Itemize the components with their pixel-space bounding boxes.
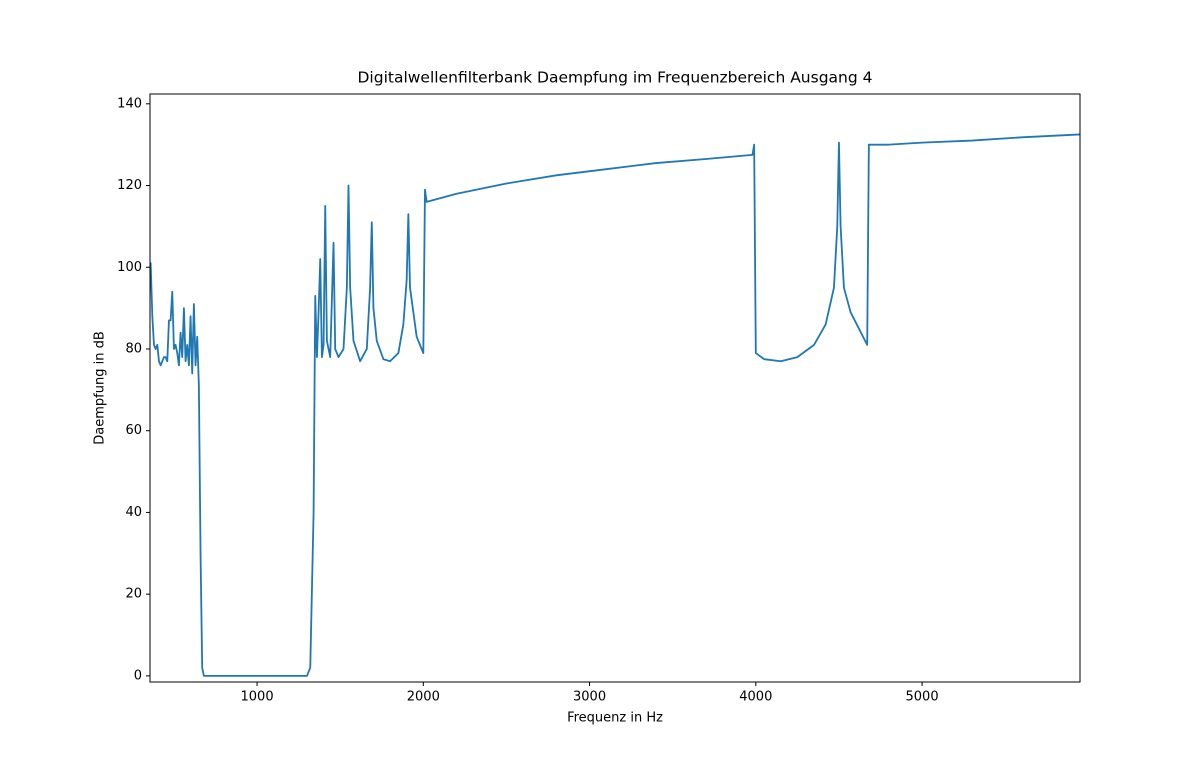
y-tick-label: 20: [125, 587, 142, 602]
x-tick-label: 2000: [407, 690, 440, 705]
line: [150, 133, 1080, 677]
x-tick-label: 4000: [739, 690, 772, 705]
y-tick-label: 140: [117, 96, 142, 111]
y-tick-label: 80: [125, 341, 142, 356]
axes-frame: [149, 93, 1081, 683]
x-axis-label: Frequenz in Hz: [567, 711, 663, 726]
y-tick-label: 120: [117, 178, 142, 193]
y-tick-label: 40: [125, 505, 142, 520]
y-tick-label: 100: [117, 260, 142, 275]
y-tick-label: 60: [125, 423, 142, 438]
chart-title: Digitalwellenfilterbank Daempfung im Fre…: [357, 69, 872, 87]
x-tick-label: 5000: [906, 690, 939, 705]
y-tick-label: 0: [134, 668, 142, 683]
plot-area: [150, 133, 1080, 677]
y-axis-label: Daempfung in dB: [93, 331, 108, 444]
x-tick-label: 3000: [573, 690, 606, 705]
x-tick-label: 1000: [241, 690, 274, 705]
